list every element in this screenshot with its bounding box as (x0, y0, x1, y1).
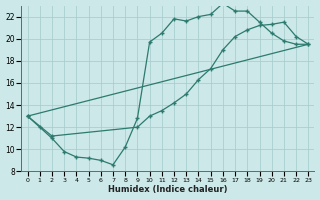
X-axis label: Humidex (Indice chaleur): Humidex (Indice chaleur) (108, 185, 228, 194)
